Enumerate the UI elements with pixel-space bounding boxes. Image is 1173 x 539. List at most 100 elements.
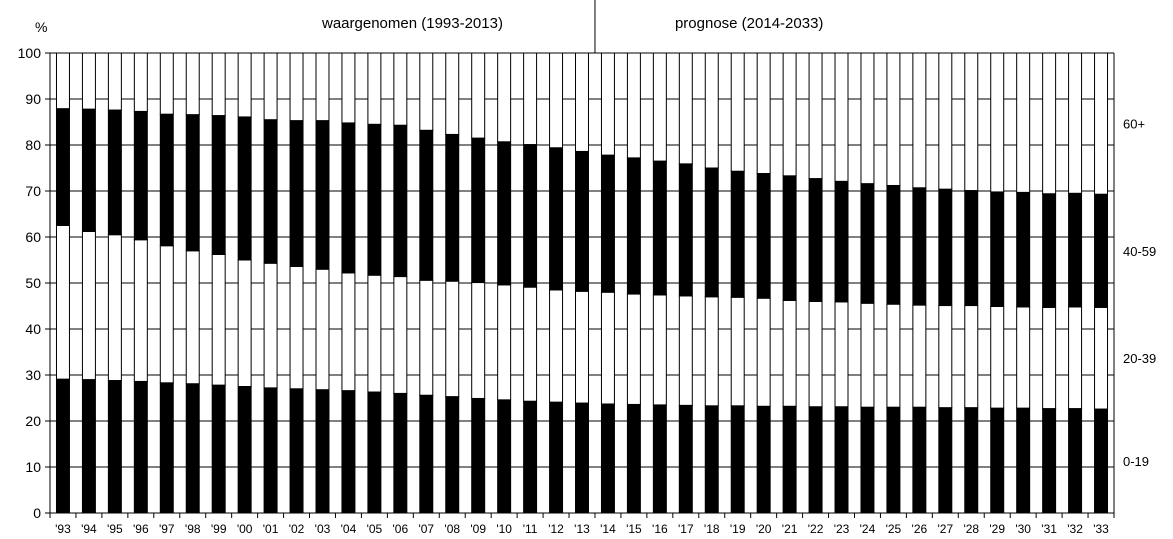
x-tick-label: '01 — [263, 522, 279, 536]
x-tick-label: '93 — [55, 522, 71, 536]
bar-segment — [808, 178, 823, 302]
bar-segment — [393, 124, 408, 278]
bar-segment — [730, 405, 745, 514]
x-tick-label: '96 — [133, 522, 149, 536]
y-tick-label: 80 — [25, 137, 41, 153]
bar-segment — [315, 268, 330, 391]
bar-segment — [834, 301, 849, 408]
bar-segment — [81, 52, 96, 110]
bar-segment — [704, 167, 719, 298]
bar-segment — [367, 274, 382, 393]
y-tick-label: 60 — [25, 229, 41, 245]
bar-segment — [367, 391, 382, 514]
bar-segment — [263, 262, 278, 389]
bar-segment — [549, 289, 564, 403]
bar-segment — [964, 190, 979, 307]
bar-segment — [237, 116, 252, 261]
bar-segment — [1068, 306, 1083, 410]
bar-segment — [756, 173, 771, 299]
bar-segment — [600, 52, 615, 156]
bar-segment — [938, 52, 953, 190]
bar-segment — [886, 184, 901, 305]
bar-segment — [315, 52, 330, 122]
bar-segment — [497, 284, 512, 401]
bar-segment — [341, 272, 356, 392]
bar-segment — [445, 280, 460, 398]
x-tick-label: '06 — [393, 522, 409, 536]
x-tick-label: '97 — [159, 522, 175, 536]
bar-segment — [575, 402, 589, 514]
x-tick-label: '28 — [963, 522, 979, 536]
bar-segment — [575, 150, 589, 292]
bar-segment — [523, 400, 538, 514]
bar-segment — [211, 52, 226, 117]
bar-segment — [445, 52, 460, 135]
bar-segment — [808, 52, 823, 180]
bar-segment — [886, 303, 901, 408]
y-tick-label: 10 — [25, 459, 41, 475]
bar-segment — [756, 405, 771, 514]
bar-segment — [678, 404, 693, 514]
bar-segment — [808, 300, 823, 408]
bar-segment — [81, 230, 96, 381]
bar-segment — [341, 52, 356, 124]
x-tick-label: '21 — [782, 522, 798, 536]
bar-segment — [263, 52, 278, 121]
bar-segment — [263, 119, 278, 264]
x-tick-label: '03 — [315, 522, 331, 536]
bar-segment — [289, 388, 304, 514]
bar-segment — [782, 405, 797, 514]
bar-segment — [315, 389, 330, 514]
bar-segment — [834, 406, 849, 514]
bar-segment — [393, 276, 408, 394]
x-tick-label: '22 — [808, 522, 824, 536]
bar-segment — [159, 113, 174, 247]
bar-segment — [730, 170, 745, 298]
y-tick-label: 70 — [25, 183, 41, 199]
bar-segment — [367, 52, 382, 125]
bar-segment — [990, 52, 1005, 193]
bar-segment — [1068, 192, 1083, 308]
bar-segment — [81, 379, 96, 514]
bar-segment — [964, 52, 979, 192]
x-tick-label: '00 — [237, 522, 253, 536]
bar-segment — [315, 120, 330, 270]
bar-segment — [289, 52, 304, 122]
bar-segment — [549, 147, 564, 291]
bar-segment — [1068, 52, 1083, 194]
bar-segment — [912, 187, 927, 306]
bar-segment — [886, 52, 901, 186]
x-tick-label: '20 — [756, 522, 772, 536]
x-tick-label: '15 — [626, 522, 642, 536]
y-tick-label: 100 — [18, 45, 42, 61]
bar-segment — [834, 52, 849, 182]
x-tick-label: '07 — [418, 522, 434, 536]
x-tick-label: '17 — [678, 522, 694, 536]
bar-segment — [938, 407, 953, 514]
bar-segment — [1016, 407, 1031, 514]
bar-segment — [55, 52, 70, 110]
bar-segment — [964, 305, 979, 409]
x-tick-label: '95 — [107, 522, 123, 536]
bar-segment — [964, 407, 979, 514]
bar-segment — [626, 52, 641, 159]
bar-segment — [393, 52, 408, 126]
x-tick-label: '98 — [185, 522, 201, 536]
bar-segment — [107, 109, 122, 236]
bar-segment — [237, 386, 252, 514]
bar-segment — [419, 279, 434, 396]
series-label: 60+ — [1123, 117, 1145, 132]
bar-segment — [185, 250, 200, 385]
bar-segment — [912, 406, 927, 514]
bar-segment — [990, 407, 1005, 514]
bar-segment — [549, 401, 564, 514]
bar-segment — [211, 253, 226, 386]
bar-segment — [133, 110, 148, 241]
y-tick-label: 20 — [25, 413, 41, 429]
y-tick-label: 30 — [25, 367, 41, 383]
bar-segment — [107, 380, 122, 514]
bar-segment — [912, 304, 927, 408]
bar-segment — [1094, 306, 1109, 410]
bar-segment — [185, 114, 200, 252]
y-axis-label: % — [35, 19, 47, 35]
